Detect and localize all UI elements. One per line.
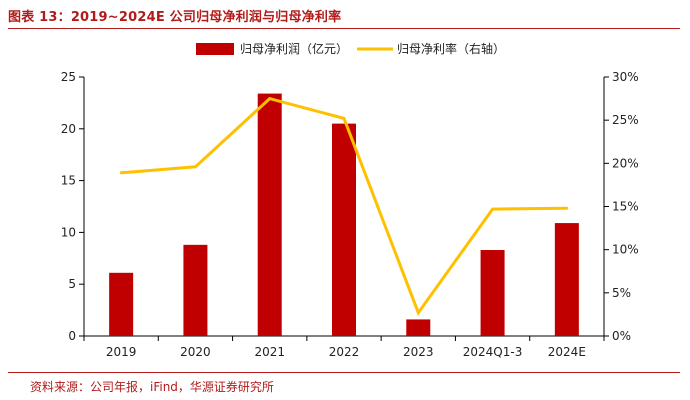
- title-divider: [8, 28, 680, 29]
- line-point-net-margin: [342, 117, 346, 120]
- bar-net-profit: [406, 319, 431, 336]
- bar-series: [109, 93, 579, 337]
- right-axis-tick-label: 5%: [612, 286, 631, 300]
- line-point-net-margin: [119, 171, 123, 175]
- legend-line-label: 归母净利率（右轴）: [397, 41, 505, 56]
- x-axis-category-label: 2022: [329, 345, 360, 359]
- line-point-net-margin: [268, 97, 272, 100]
- line-point-net-margin: [491, 207, 494, 211]
- bar-net-profit: [554, 223, 579, 336]
- line-series: [119, 96, 569, 316]
- left-axis-tick-label: 0: [68, 329, 76, 343]
- left-axis-tick-label: 10: [61, 225, 76, 239]
- left-axis-tick-label: 25: [61, 70, 76, 84]
- x-axis-category-label: 2019: [106, 345, 137, 359]
- figure-source: 资料来源：公司年报，iFind，华源证券研究所: [30, 380, 274, 394]
- right-axis-tick-label: 10%: [612, 243, 639, 257]
- left-axis-tick-label: 5: [68, 277, 76, 291]
- figure-title: 图表 13：2019~2024E 公司归母净利润与归母净利率: [8, 10, 342, 25]
- right-axis-tick-label: 15%: [612, 200, 639, 214]
- bar-net-profit: [480, 250, 505, 336]
- x-axis-category-label: 2021: [254, 345, 285, 359]
- footer-divider: [8, 372, 680, 373]
- x-axis-category-label: 2024E: [548, 345, 586, 359]
- left-axis-tick-label: 15: [61, 174, 76, 188]
- x-axis-category-label: 2024Q1-3: [463, 345, 523, 359]
- bar-net-profit: [109, 272, 134, 336]
- left-axis-tick-label: 20: [61, 122, 76, 136]
- bar-net-profit: [332, 123, 356, 337]
- line-point-net-margin: [565, 206, 569, 210]
- bar-net-profit: [183, 244, 208, 336]
- right-axis-tick-label: 25%: [612, 113, 639, 127]
- line-point-net-margin: [194, 165, 197, 169]
- chart-canvas: 归母净利润（亿元） 归母净利率（右轴） 0 5 10 15 20 25 0% 5% 10% 15%…: [61, 41, 639, 359]
- line-point-net-margin: [416, 311, 420, 315]
- axes-group: 0 5 10 15 20 25 0% 5% 10% 15% 20% 25% 30% 2019 2020 202…: [61, 70, 639, 359]
- chart-legend: 归母净利润（亿元） 归母净利率（右轴）: [196, 41, 505, 56]
- right-axis-tick-label: 0%: [612, 329, 631, 343]
- legend-bar-label: 归母净利润（亿元）: [240, 41, 348, 56]
- bar-net-profit: [257, 93, 282, 337]
- legend-bar-swatch: [196, 43, 234, 55]
- x-axis-category-label: 2023: [403, 345, 434, 359]
- right-axis-tick-label: 20%: [612, 156, 639, 170]
- x-axis-category-label: 2020: [180, 345, 211, 359]
- right-axis-tick-label: 30%: [612, 70, 639, 84]
